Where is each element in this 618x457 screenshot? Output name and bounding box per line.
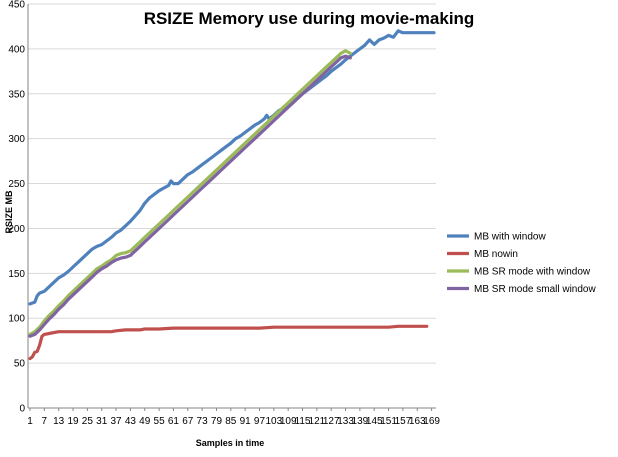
x-tick-labels: 1 7 13 19 25 31 37 43 49 55 61 67 73 79 85 91 97 10310911… xyxy=(27,416,440,427)
legend-entry-label: MB SR mode small window xyxy=(474,284,596,295)
legend-entry-label: MB SR mode with window xyxy=(474,267,591,278)
x-tick-label: 73 xyxy=(197,416,209,427)
x-tick-label: 151 xyxy=(380,416,397,427)
x-tick-label: 157 xyxy=(395,416,412,427)
chart-title: RSIZE Memory use during movie-making xyxy=(144,9,475,28)
x-tick-label: 7 xyxy=(42,416,48,427)
y-tick-label: 350 xyxy=(8,89,25,100)
gridlines xyxy=(28,3,436,364)
y-tick-label: 300 xyxy=(8,134,25,145)
x-tick-label: 115 xyxy=(295,416,311,427)
y-tick-label: 250 xyxy=(8,179,25,190)
x-tick-label: 37 xyxy=(110,416,122,427)
x-tick-label: 127 xyxy=(323,416,340,427)
y-tick-label: 50 xyxy=(14,359,26,370)
y-tick-label: 400 xyxy=(8,44,25,55)
series-line-1 xyxy=(28,29,436,306)
legend-entry-label: MB nowin xyxy=(474,249,518,260)
x-tick-label: 97 xyxy=(254,416,266,427)
y-tick-label: 0 xyxy=(19,404,25,415)
y-axis-label: RSIZE MB xyxy=(4,190,14,234)
x-tick-label: 25 xyxy=(82,416,94,427)
x-tick-label: 169 xyxy=(423,416,440,427)
y-tick-label: 200 xyxy=(8,224,25,235)
x-tick-label: 145 xyxy=(366,416,383,427)
x-tick-label: 103 xyxy=(265,416,282,427)
x-tick-label: 61 xyxy=(168,416,180,427)
x-tick-label: 79 xyxy=(211,416,223,427)
x-tick-label: 91 xyxy=(240,416,252,427)
x-tick-label: 1 xyxy=(27,416,33,427)
x-tick-label: 133 xyxy=(337,416,354,427)
x-tick-label: 67 xyxy=(182,416,194,427)
x-tick-label: 49 xyxy=(139,416,151,427)
x-tick-label: 43 xyxy=(125,416,137,427)
y-tick-label: 450 xyxy=(8,0,25,11)
axes xyxy=(27,4,436,411)
series-line-4 xyxy=(28,54,352,338)
y-tick-label: 150 xyxy=(8,269,25,280)
x-tick-label: 55 xyxy=(154,416,166,427)
x-tick-label: 31 xyxy=(96,416,108,427)
legend: MB with window MB nowin MB SR mode with wi… xyxy=(447,232,596,295)
x-tick-label: 121 xyxy=(309,416,326,427)
x-tick-label: 109 xyxy=(280,416,297,427)
x-tick-label: 85 xyxy=(225,416,237,427)
series-line-2 xyxy=(28,324,429,361)
y-tick-labels: 0 50 100 150 200 250 300 350 400 450 xyxy=(8,0,25,415)
series-lines xyxy=(28,29,436,361)
series-line-3 xyxy=(28,49,352,336)
x-axis-label: Samples in time xyxy=(196,438,265,448)
x-tick-label: 13 xyxy=(53,416,65,427)
legend-entry-label: MB with window xyxy=(474,232,546,243)
x-tick-label: 19 xyxy=(67,416,79,427)
y-tick-label: 100 xyxy=(8,314,25,325)
x-tick-label: 139 xyxy=(352,416,369,427)
x-tick-label: 163 xyxy=(409,416,426,427)
